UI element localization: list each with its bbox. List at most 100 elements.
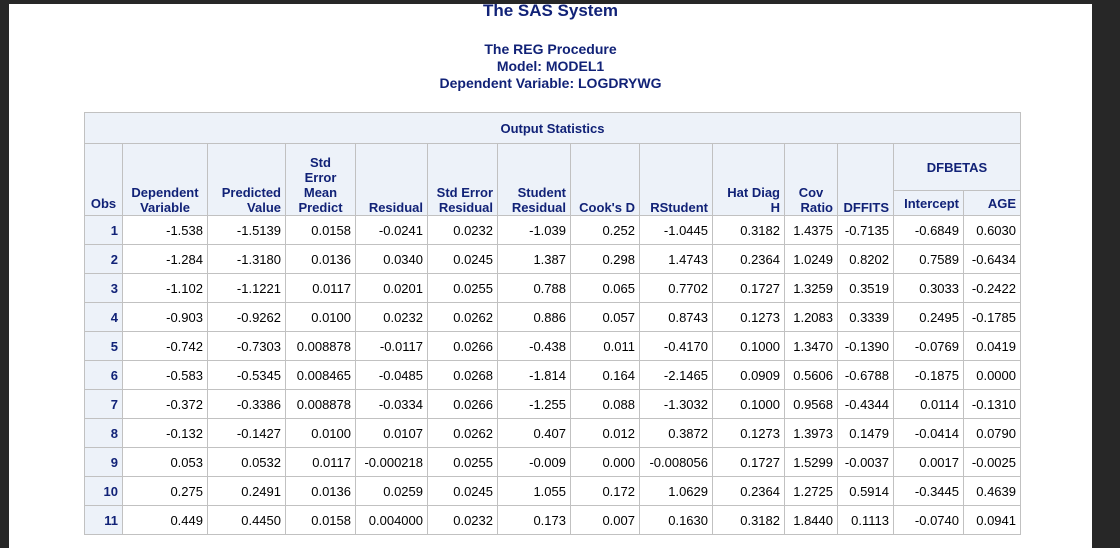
table-cell: 1.387: [497, 244, 571, 274]
table-cell: 0.2491: [207, 476, 286, 506]
table-cell: 0.172: [570, 476, 640, 506]
table-cell: 0.2495: [893, 302, 964, 332]
table-cell: 0.0941: [963, 505, 1021, 535]
header-line: Predicted: [221, 185, 281, 200]
table-cell: 0.0117: [285, 273, 356, 303]
table-cell: 0.0232: [427, 505, 498, 535]
table-cell: 0.407: [497, 418, 571, 448]
col-header-dependent-variable: Dependent Variable: [122, 143, 208, 216]
table-cell: 0.1727: [712, 273, 785, 303]
table-cell: -1.255: [497, 389, 571, 419]
header-line: Value: [247, 200, 281, 215]
table-cell: 1.3470: [784, 331, 838, 361]
table-cell: 0.0158: [285, 215, 356, 245]
table-row: 10 0.275 0.2491 0.0136 0.0259 0.0245 1.055 0.17…: [84, 476, 1021, 506]
header-line: Predict: [298, 200, 343, 215]
col-header-cooks-d: Cook's D: [570, 143, 640, 216]
table-cell: 1.3973: [784, 418, 838, 448]
table-cell: 0.012: [570, 418, 640, 448]
header-line: Residual: [511, 200, 566, 215]
header-line: Mean: [303, 185, 338, 200]
model-title: Model: MODEL1: [496, 58, 605, 74]
table-cell: -0.6849: [893, 215, 964, 245]
table-cell: 0.004000: [355, 505, 428, 535]
header-line: Ratio: [800, 200, 834, 215]
table-cell: -0.742: [122, 331, 208, 361]
table-cell: 1.5299: [784, 447, 838, 477]
col-header-student-residual: Student Residual: [497, 143, 571, 216]
table-row: 11 0.449 0.4450 0.0158 0.004000 0.0232 0.173 0.…: [84, 505, 1021, 535]
table-cell: 1.4375: [784, 215, 838, 245]
header-line: Variable: [140, 200, 190, 215]
table-cell: 0.1113: [837, 505, 894, 535]
table-cell: 0.252: [570, 215, 640, 245]
table-cell: -0.009: [497, 447, 571, 477]
table-cell: 0.164: [570, 360, 640, 390]
table-cell: 0.7589: [893, 244, 964, 274]
table-cell: -0.0037: [837, 447, 894, 477]
table-cell: 0.3182: [712, 215, 785, 245]
table-cell: -0.438: [497, 331, 571, 361]
col-header-cov-ratio: Cov Ratio: [784, 143, 838, 216]
header-line: H: [770, 200, 780, 215]
table-cell: 0.788: [497, 273, 571, 303]
table-cell: 0.0136: [285, 244, 356, 274]
table-cell: 0.008878: [285, 389, 356, 419]
table-cell: 0.8202: [837, 244, 894, 274]
table-cell: -2.1465: [639, 360, 713, 390]
table-cell: 0.6030: [963, 215, 1021, 245]
table-cell: 0.0107: [355, 418, 428, 448]
table-cell: 1.3259: [784, 273, 838, 303]
results-page: The SAS System The REG Procedure Model: …: [9, 1, 1092, 548]
table-cell: -0.0414: [893, 418, 964, 448]
table-cell: 0.0232: [427, 215, 498, 245]
table-cell: -0.6434: [963, 244, 1021, 274]
table-cell: -0.5345: [207, 360, 286, 390]
table-cell: -0.1427: [207, 418, 286, 448]
table-cell: 0.0158: [285, 505, 356, 535]
col-header-rstudent: RStudent: [639, 143, 713, 216]
table-cell: 0.0000: [963, 360, 1021, 390]
col-header-obs: Obs: [84, 143, 123, 216]
table-cell: 0.0532: [207, 447, 286, 477]
table-row: 6 -0.583 -0.5345 0.008465 -0.0485 0.0268 -1.81…: [84, 360, 1021, 390]
table-row: 7 -0.372 -0.3386 0.008878 -0.0334 0.0266 -1.25…: [84, 389, 1021, 419]
table-cell: -0.0769: [893, 331, 964, 361]
table-cell: -0.4170: [639, 331, 713, 361]
obs-number-cell: 6: [84, 360, 123, 390]
table-caption: Output Statistics: [84, 112, 1021, 144]
table-row: 2 -1.284 -1.3180 0.0136 0.0340 0.0245 1.387 0.2…: [84, 244, 1021, 274]
table-cell: 0.4639: [963, 476, 1021, 506]
table-cell: 0.0201: [355, 273, 428, 303]
table-cell: 0.1273: [712, 302, 785, 332]
table-cell: 0.0100: [285, 418, 356, 448]
table-cell: -1.102: [122, 273, 208, 303]
table-cell: 0.088: [570, 389, 640, 419]
table-cell: -1.039: [497, 215, 571, 245]
table-cell: 0.7702: [639, 273, 713, 303]
table-cell: 0.1479: [837, 418, 894, 448]
table-cell: -0.4344: [837, 389, 894, 419]
table-row: 1 -1.538 -1.5139 0.0158 -0.0241 0.0232 -1.039 0…: [84, 215, 1021, 245]
table-cell: -0.372: [122, 389, 208, 419]
table-cell: -1.5139: [207, 215, 286, 245]
col-group-header-dfbetas: DFBETAS: [893, 143, 1021, 191]
table-cell: 0.0419: [963, 331, 1021, 361]
table-row: 5 -0.742 -0.7303 0.008878 -0.0117 0.0266 -0.43…: [84, 331, 1021, 361]
obs-number-cell: 10: [84, 476, 123, 506]
table-cell: 0.9568: [784, 389, 838, 419]
table-cell: 0.0909: [712, 360, 785, 390]
table-cell: 0.0255: [427, 447, 498, 477]
obs-number-cell: 8: [84, 418, 123, 448]
table-cell: 1.0629: [639, 476, 713, 506]
table-cell: 0.065: [570, 273, 640, 303]
table-cell: 0.449: [122, 505, 208, 535]
table-cell: 0.886: [497, 302, 571, 332]
col-header-std-error-mean-predict: Std Error Mean Predict: [285, 143, 356, 216]
table-cell: 0.5606: [784, 360, 838, 390]
table-cell: 0.4450: [207, 505, 286, 535]
table-cell: -0.0485: [355, 360, 428, 390]
table-cell: 0.008465: [285, 360, 356, 390]
header-line: Student: [517, 185, 566, 200]
col-header-residual: Residual: [355, 143, 428, 216]
